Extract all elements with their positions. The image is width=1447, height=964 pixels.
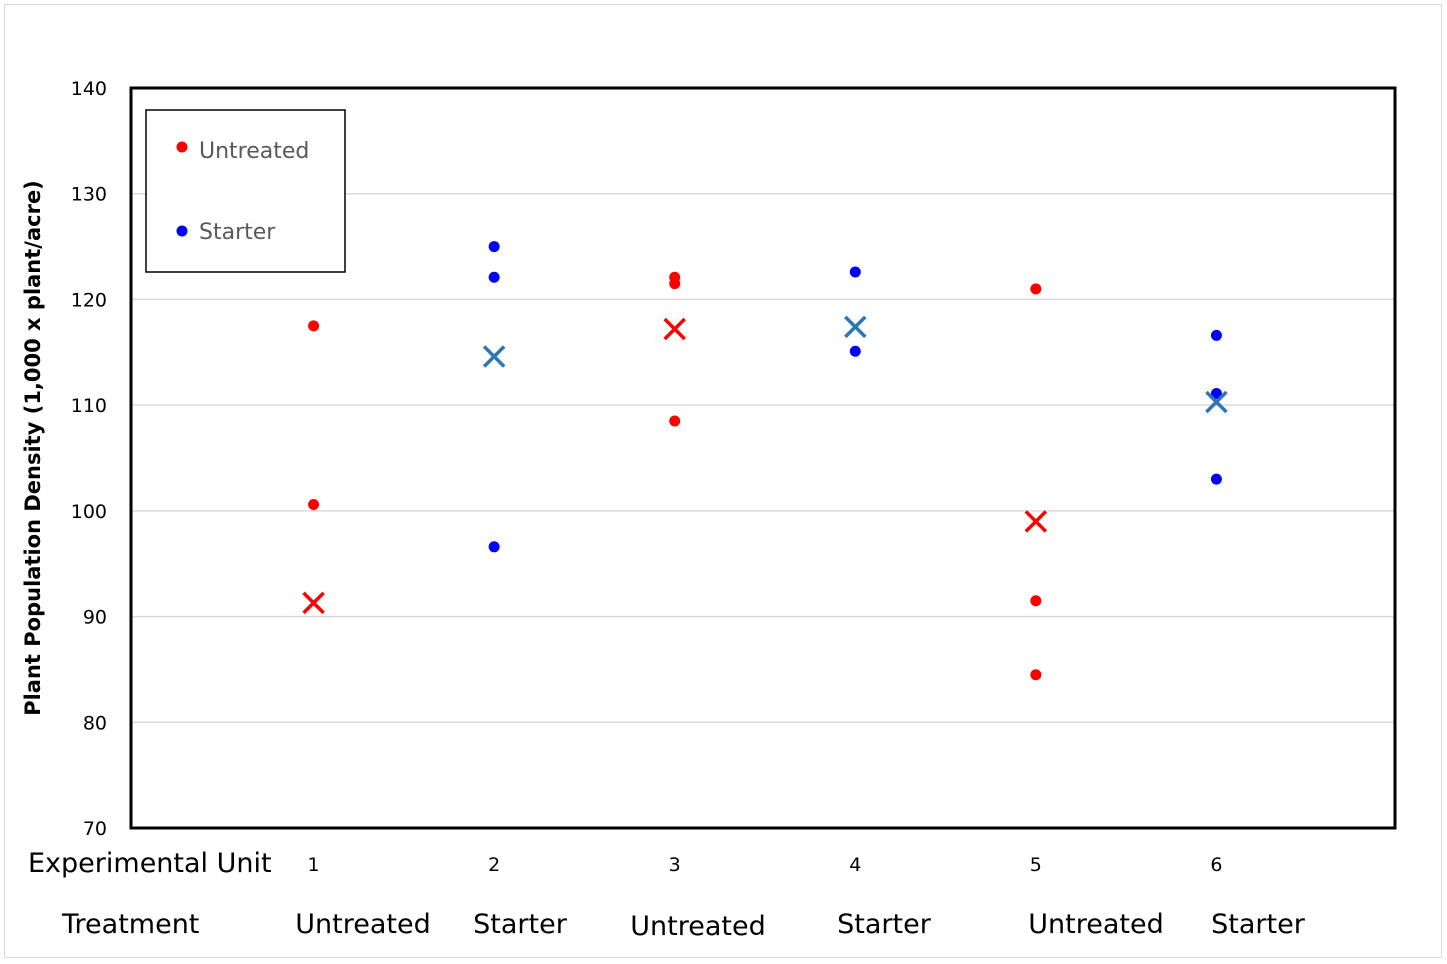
gridlines xyxy=(131,192,1395,724)
treatment-label: Starter xyxy=(1211,909,1306,940)
treatment-label: Starter xyxy=(473,909,568,940)
y-tick-label: 80 xyxy=(83,712,107,734)
data-point-starter xyxy=(488,271,500,283)
data-point-starter xyxy=(1210,473,1222,485)
y-tick-label: 130 xyxy=(71,184,107,206)
treatment-label: Untreated xyxy=(295,909,430,940)
mean-markers xyxy=(302,315,1228,615)
data-point-untreated xyxy=(308,499,320,511)
y-tick-label: 90 xyxy=(83,607,107,629)
mean-marker xyxy=(1205,390,1228,414)
data-point-starter xyxy=(1210,388,1222,400)
mean-marker xyxy=(844,315,867,339)
mean-marker xyxy=(663,317,686,341)
data-point-starter xyxy=(1210,329,1222,341)
data-point-untreated xyxy=(1030,669,1042,681)
experimental-unit-label: 6 xyxy=(1210,854,1222,876)
data-point-untreated xyxy=(1030,595,1042,607)
legend: Untreated Starter xyxy=(145,109,346,273)
experimental-unit-label: 5 xyxy=(1030,854,1042,876)
data-points xyxy=(308,241,1222,681)
legend-marker-starter xyxy=(176,225,188,237)
treatment-label: Starter xyxy=(837,909,932,940)
mean-marker xyxy=(482,345,506,368)
legend-marker-untreated xyxy=(176,141,188,153)
mean-marker xyxy=(302,591,325,615)
mean-marker-stroke xyxy=(482,345,506,368)
legend-label-untreated: Untreated xyxy=(199,139,309,164)
treatment-label: Untreated xyxy=(630,911,765,942)
legend-box xyxy=(145,109,346,273)
experimental-unit-label: 1 xyxy=(308,854,320,876)
y-tick-label: 120 xyxy=(71,289,107,311)
data-point-untreated xyxy=(308,320,320,332)
mean-marker-stroke xyxy=(844,315,867,339)
treatment-label: Untreated xyxy=(1028,909,1163,940)
mean-marker xyxy=(1024,510,1048,533)
data-point-untreated xyxy=(1030,283,1042,295)
data-point-untreated xyxy=(669,415,681,427)
experimental-unit-labels: 1 2 3 4 5 6 xyxy=(308,854,1223,876)
experimental-unit-label: 2 xyxy=(488,854,500,876)
mean-marker-stroke xyxy=(663,317,686,341)
mean-marker-stroke xyxy=(1205,390,1228,414)
data-point-starter xyxy=(849,345,861,357)
y-tick-label: 110 xyxy=(71,395,107,417)
mean-marker-stroke xyxy=(1024,510,1048,533)
plot-area-border xyxy=(129,86,1397,830)
mean-marker-stroke xyxy=(302,591,325,615)
experimental-unit-label: 3 xyxy=(669,854,681,876)
treatment-labels: Untreated Starter Untreated Starter Untreate… xyxy=(295,909,1305,942)
treatment-row-label: Treatment xyxy=(61,909,199,940)
chart-frame xyxy=(4,4,1442,958)
y-tick-label: 70 xyxy=(83,818,107,840)
legend-label-starter: Starter xyxy=(199,220,276,245)
experimental-unit-row-label: Experimental Unit xyxy=(28,848,272,879)
data-point-starter xyxy=(488,241,500,253)
y-tick-label: 140 xyxy=(71,78,107,100)
data-point-untreated xyxy=(669,278,681,290)
data-point-starter xyxy=(488,541,500,553)
y-axis-label: Plant Population Density (1,000 x plant/… xyxy=(21,180,45,716)
data-point-starter xyxy=(849,266,861,278)
y-axis-ticks: 70 80 90 100 110 120 130 140 xyxy=(71,78,107,840)
y-tick-label: 100 xyxy=(71,501,107,523)
experimental-unit-label: 4 xyxy=(849,854,861,876)
